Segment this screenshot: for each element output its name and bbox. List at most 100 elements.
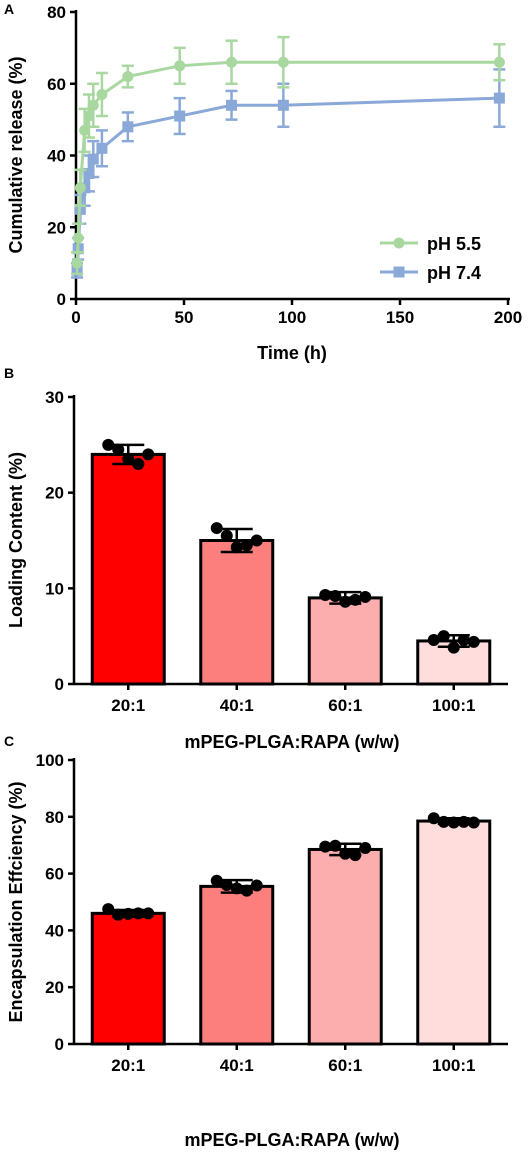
data-point — [102, 903, 115, 916]
bar-group-100-1 — [416, 812, 492, 1046]
data-point — [210, 522, 223, 535]
y-tick-label: 60 — [47, 75, 66, 94]
data-point — [359, 590, 372, 603]
data-point — [339, 847, 352, 860]
data-point — [457, 815, 470, 828]
data-point — [132, 907, 145, 920]
data-point — [427, 812, 440, 825]
y-tick-label: 80 — [47, 3, 66, 22]
x-tick-label: 50 — [175, 308, 194, 327]
data-point — [112, 908, 125, 921]
data-point — [467, 635, 480, 648]
data-point — [174, 60, 186, 72]
data-point — [122, 453, 135, 466]
bar — [199, 539, 275, 686]
data-point — [319, 589, 332, 602]
data-point — [240, 539, 253, 552]
data-point — [96, 142, 108, 154]
data-point — [122, 907, 135, 920]
bar — [90, 911, 166, 1046]
data-point — [319, 840, 332, 853]
panel-a-letter: A — [4, 1, 14, 17]
data-point — [493, 92, 505, 104]
data-point — [447, 641, 460, 654]
data-point — [142, 448, 155, 461]
bar-group-20-1 — [90, 438, 166, 686]
y-tick-label: 40 — [45, 921, 64, 940]
x-tick-label: 100:1 — [432, 696, 475, 715]
y-tick-label: 20 — [45, 484, 64, 503]
series-ph-5-5 — [71, 35, 506, 276]
legend: pH 5.5 pH 7.4 — [380, 234, 481, 283]
y-tick-label: 0 — [57, 290, 66, 309]
legend-swatch-marker — [393, 266, 405, 278]
x-tick-label: 100:1 — [432, 1056, 475, 1075]
data-point — [83, 167, 95, 179]
y-tick-label: 20 — [47, 218, 66, 237]
data-point — [87, 153, 99, 165]
y-tick-label: 80 — [45, 808, 64, 827]
bar-group-60-1 — [307, 589, 383, 686]
data-point — [74, 182, 86, 194]
data-point — [72, 232, 84, 244]
y-axis-title: Encapsulation Effciency (%) — [6, 781, 26, 1022]
data-point — [87, 99, 99, 111]
data-point — [329, 839, 342, 852]
x-tick-label: 100 — [278, 308, 306, 327]
bar — [416, 819, 492, 1046]
bar-group-20-1 — [90, 903, 166, 1046]
data-point — [226, 99, 238, 111]
data-point — [250, 534, 263, 547]
data-point — [339, 595, 352, 608]
x-tick-label: 200 — [494, 308, 522, 327]
x-tick-label: 60:1 — [328, 696, 362, 715]
bar — [307, 596, 383, 686]
data-point — [96, 89, 108, 101]
loading-content-chart: B 0 10 20 30 20:1 40:1 60:1 100:1 mPEG-PLGA:RAP… — [4, 365, 508, 752]
data-point — [493, 56, 505, 68]
legend-label: pH 7.4 — [427, 263, 481, 283]
data-point — [349, 593, 362, 606]
y-tick-label: 0 — [55, 1035, 64, 1054]
data-point — [250, 879, 263, 892]
bar — [90, 452, 166, 686]
y-tick-label: 20 — [45, 978, 64, 997]
data-point — [447, 816, 460, 829]
bar-group-100-1 — [416, 630, 492, 686]
x-tick-label: 20:1 — [111, 696, 145, 715]
data-point — [240, 884, 253, 897]
bar-group-60-1 — [307, 839, 383, 1046]
data-point — [277, 56, 289, 68]
data-point — [122, 121, 134, 133]
y-tick-label: 10 — [45, 579, 64, 598]
y-tick-label: 60 — [45, 865, 64, 884]
data-point — [132, 457, 145, 470]
legend-swatch-marker — [393, 237, 405, 249]
bar-group-40-1 — [199, 522, 275, 686]
x-axis-title: mPEG-PLGA:RAPA (w/w) — [185, 732, 400, 752]
legend-label: pH 5.5 — [427, 234, 481, 254]
data-point — [122, 71, 134, 83]
release-chart: A 0 20 40 60 80 0 50 100 150 200 pH 5.5 pH 7.4 Time… — [4, 1, 522, 363]
data-point — [102, 438, 115, 451]
data-point — [277, 99, 289, 111]
x-axis-title: mPEG-PLGA:RAPA (w/w) — [185, 1130, 400, 1150]
y-tick-label: 30 — [45, 388, 64, 407]
bar-group-40-1 — [199, 874, 275, 1046]
data-point — [210, 874, 223, 887]
data-point — [220, 878, 233, 891]
x-tick-label: 60:1 — [328, 1056, 362, 1075]
x-tick-label: 0 — [71, 308, 80, 327]
y-tick-label: 40 — [47, 147, 66, 166]
data-point — [174, 110, 186, 122]
data-point — [467, 816, 480, 829]
x-axis-title: Time (h) — [257, 343, 327, 363]
x-tick-label: 40:1 — [220, 696, 254, 715]
data-point — [220, 529, 233, 542]
data-point — [142, 907, 155, 920]
x-tick-label: 150 — [386, 308, 414, 327]
data-point — [427, 633, 440, 646]
data-point — [457, 633, 470, 646]
x-tick-label: 40:1 — [220, 1056, 254, 1075]
